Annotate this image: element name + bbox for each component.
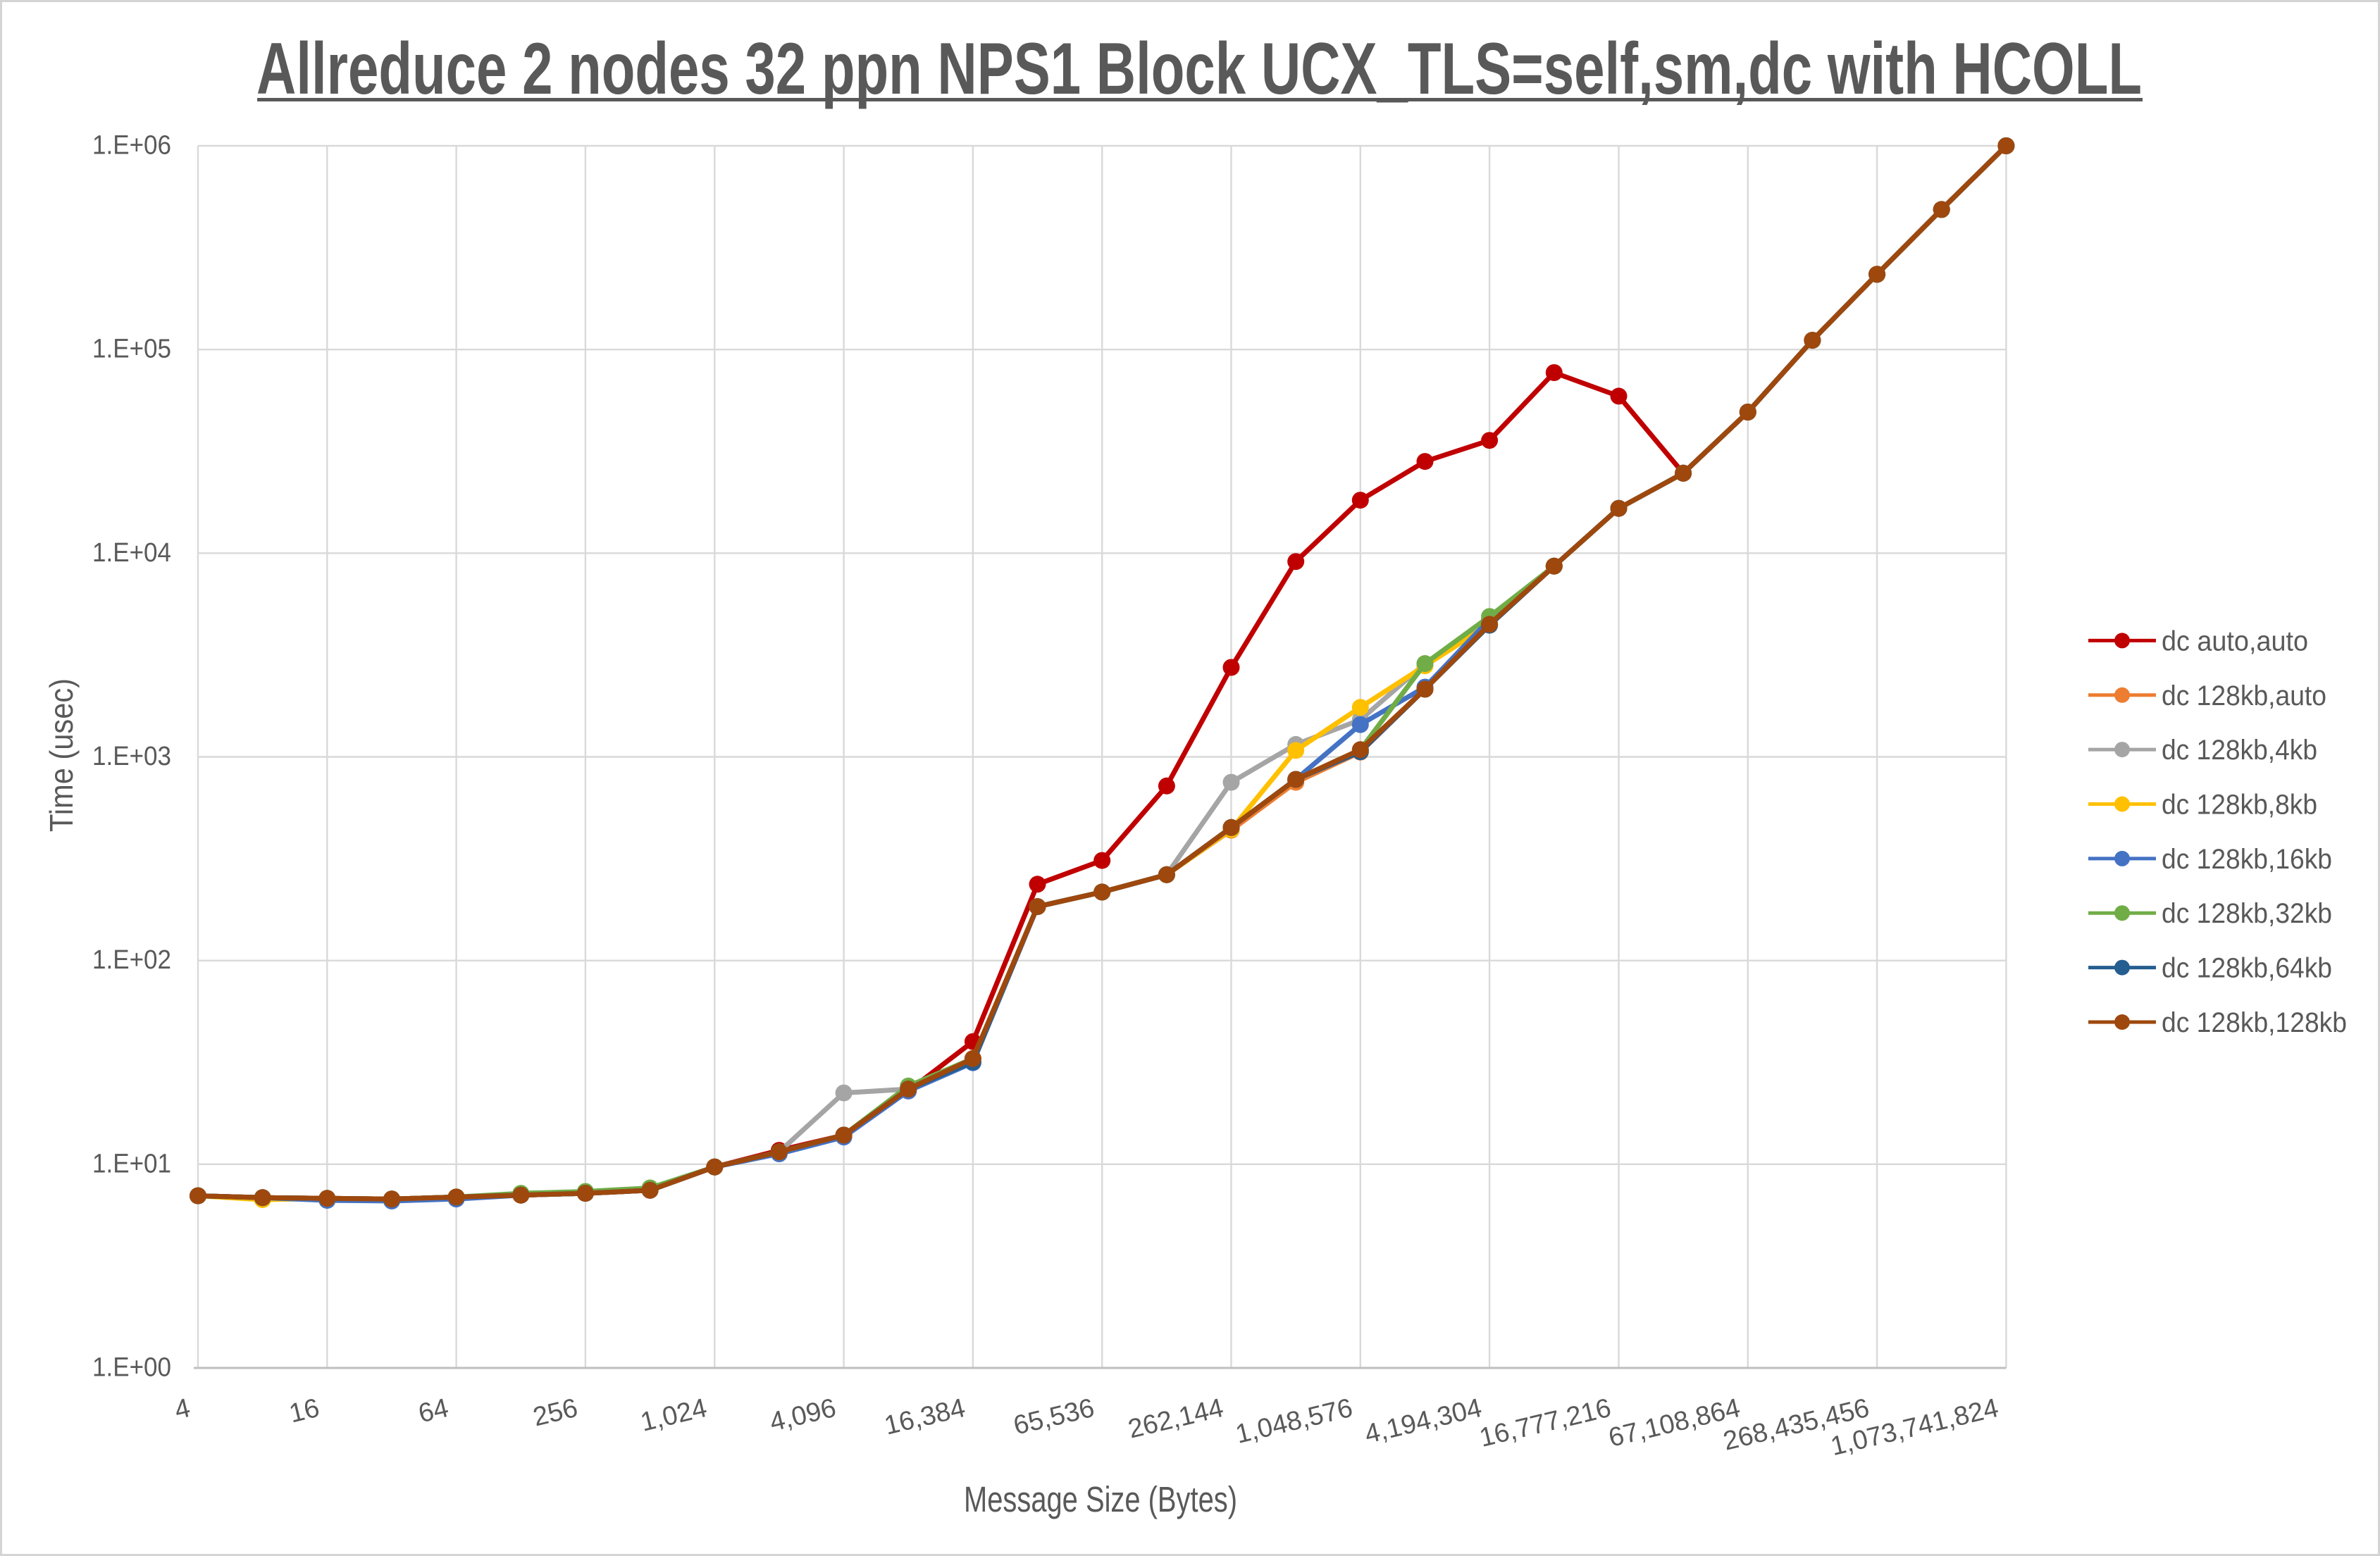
svg-text:1.E+05: 1.E+05 xyxy=(92,335,171,364)
svg-text:dc 128kb,64kb: dc 128kb,64kb xyxy=(2162,953,2332,984)
svg-text:1.E+01: 1.E+01 xyxy=(92,1149,171,1178)
svg-text:dc 128kb,16kb: dc 128kb,16kb xyxy=(2162,844,2332,875)
svg-text:dc 128kb,4kb: dc 128kb,4kb xyxy=(2162,735,2317,766)
svg-text:Allreduce 2 nodes 32 ppn NPS1: Allreduce 2 nodes 32 ppn NPS1 Block UCX_… xyxy=(256,28,2142,110)
svg-text:dc auto,auto: dc auto,auto xyxy=(2162,625,2308,656)
svg-text:64: 64 xyxy=(416,1393,452,1429)
svg-text:1.E+02: 1.E+02 xyxy=(92,945,171,975)
svg-text:1.E+00: 1.E+00 xyxy=(92,1353,171,1383)
svg-text:dc 128kb,auto: dc 128kb,auto xyxy=(2162,680,2326,711)
svg-text:16: 16 xyxy=(287,1393,323,1429)
svg-text:1.E+04: 1.E+04 xyxy=(92,538,171,568)
svg-text:Time (usec): Time (usec) xyxy=(43,678,80,832)
svg-text:1.E+03: 1.E+03 xyxy=(92,742,171,771)
svg-text:dc 128kb,8kb: dc 128kb,8kb xyxy=(2162,790,2317,821)
svg-text:dc 128kb,32kb: dc 128kb,32kb xyxy=(2162,898,2332,929)
svg-text:Message Size (Bytes): Message Size (Bytes) xyxy=(964,1479,1237,1519)
svg-text:1.E+06: 1.E+06 xyxy=(92,131,171,161)
svg-text:dc 128kb,128kb: dc 128kb,128kb xyxy=(2162,1007,2347,1038)
